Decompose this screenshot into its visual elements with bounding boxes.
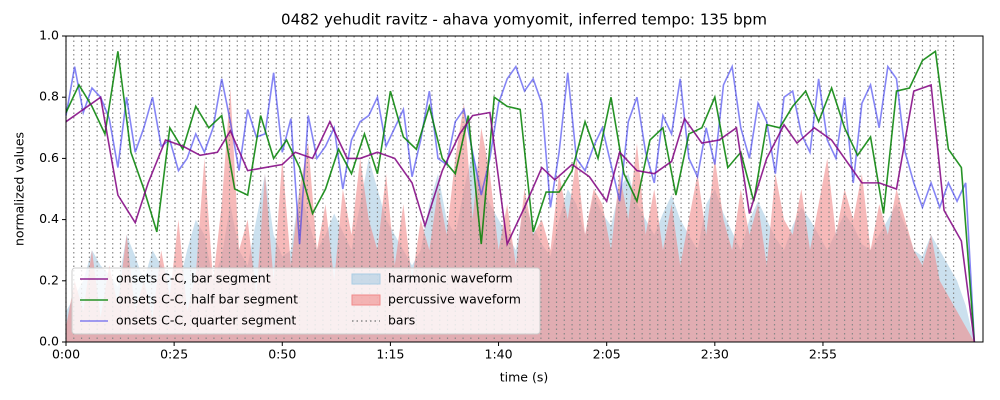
legend: onsets C-C, bar segment onsets C-C, half … bbox=[71, 267, 541, 335]
y-tick-label: 0.0 bbox=[39, 334, 59, 349]
legend-label: percussive waveform bbox=[388, 292, 521, 307]
legend-label: onsets C-C, half bar segment bbox=[116, 292, 298, 307]
x-tick-label: 2:55 bbox=[809, 347, 837, 362]
plot-frame bbox=[65, 35, 984, 343]
y-tick-label: 0.8 bbox=[39, 89, 59, 104]
y-tick-label: 0.4 bbox=[39, 211, 59, 226]
legend-label: bars bbox=[388, 313, 415, 328]
series-line bbox=[65, 49, 976, 343]
legend-swatch bbox=[351, 294, 381, 306]
legend-label: onsets C-C, bar segment bbox=[116, 271, 271, 286]
x-tick-label: 0:25 bbox=[160, 347, 188, 362]
legend-swatch bbox=[351, 273, 381, 285]
series-line bbox=[65, 83, 976, 343]
legend-label: harmonic waveform bbox=[388, 271, 513, 286]
y-tick-label: 0.2 bbox=[39, 272, 59, 287]
x-tick-label: 2:05 bbox=[593, 347, 621, 362]
x-tick-label: 0:00 bbox=[52, 347, 80, 362]
legend-label: onsets C-C, quarter segment bbox=[116, 313, 296, 328]
legend-box bbox=[71, 267, 541, 335]
y-tick-label: 1.0 bbox=[39, 28, 59, 43]
y-tick-label: 0.6 bbox=[39, 150, 59, 165]
x-tick-label: 2:30 bbox=[701, 347, 729, 362]
x-tick-label: 0:50 bbox=[268, 347, 296, 362]
x-axis-label: time (s) bbox=[500, 370, 548, 385]
y-axis-label: normalized values bbox=[12, 132, 27, 246]
x-tick-label: 1:40 bbox=[485, 347, 513, 362]
chart-title: 0482 yehudit ravitz - ahava yomyomit, in… bbox=[281, 11, 767, 29]
x-tick-label: 1:15 bbox=[376, 347, 404, 362]
